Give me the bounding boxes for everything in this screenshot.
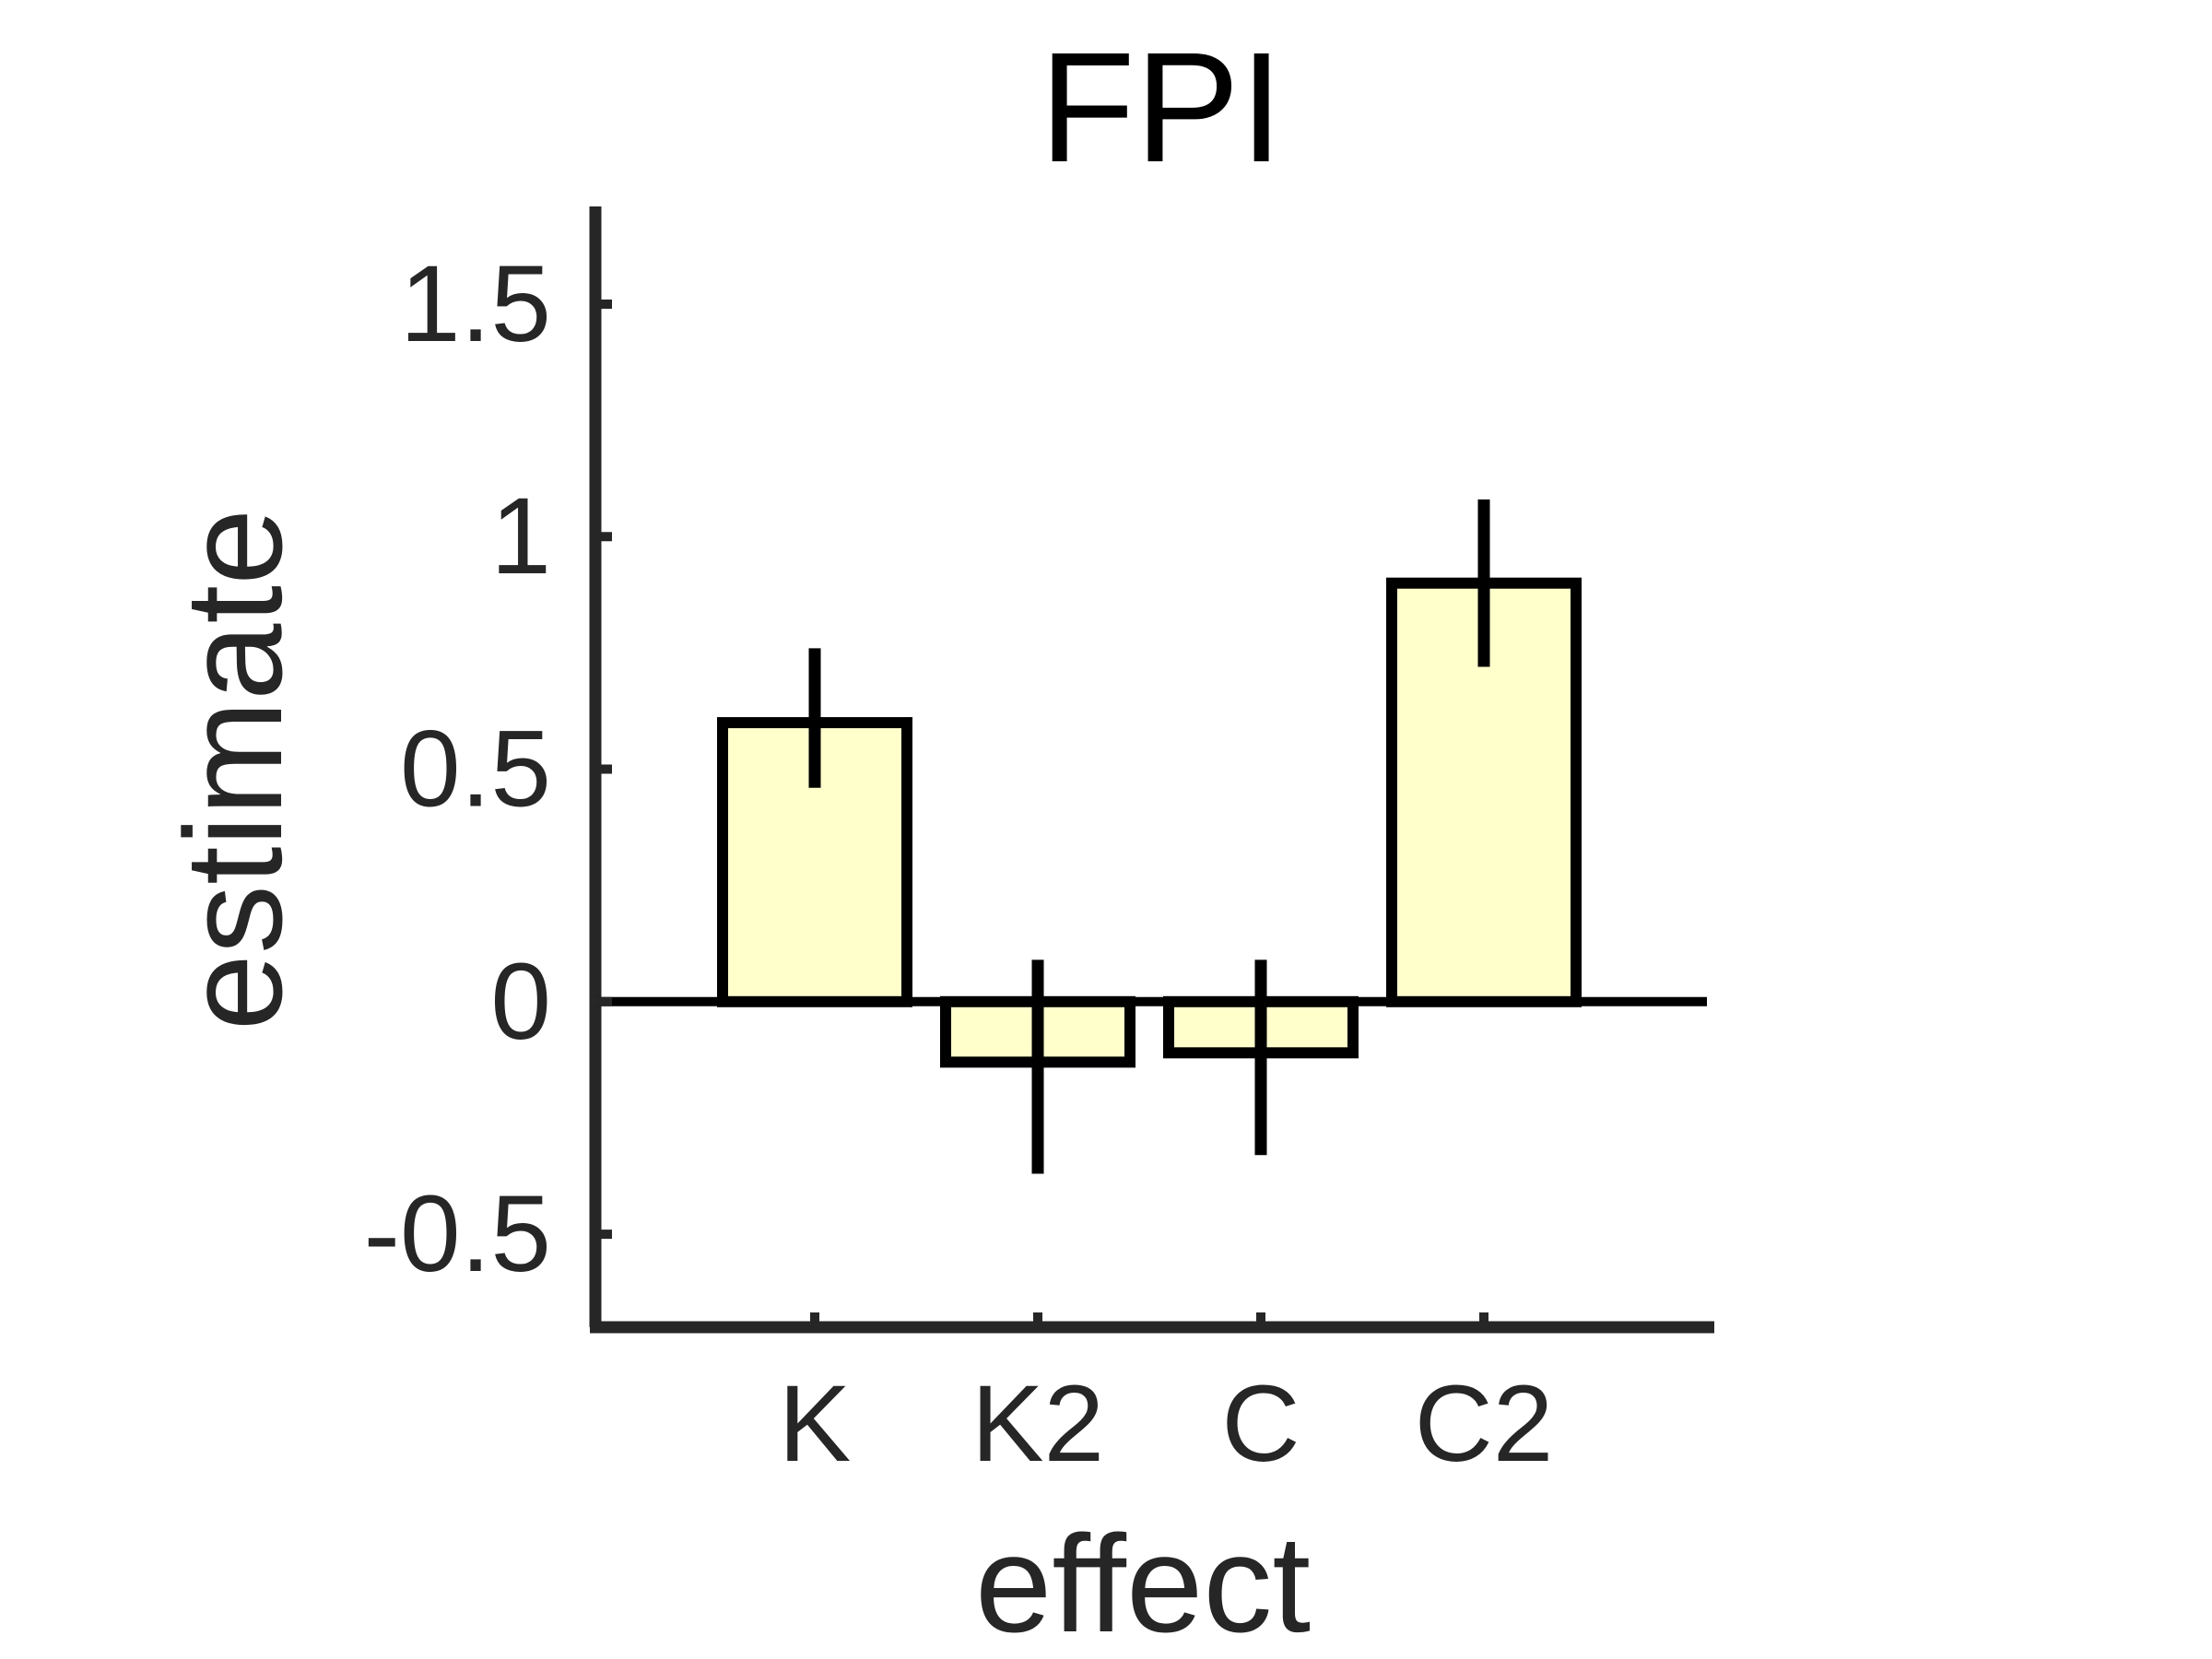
error-bars: [808, 499, 1490, 1174]
y-axis-label: estimate: [156, 509, 311, 1031]
chart-title: FPI: [1040, 20, 1283, 195]
x-axis-label: effect: [975, 1506, 1311, 1659]
y-tick-label: 1.5: [400, 243, 551, 365]
x-tick-label: C2: [1415, 1363, 1554, 1485]
bar-series: [717, 577, 1582, 1068]
y-tick-label: 0.5: [400, 709, 551, 830]
x-tick-label: C: [1221, 1363, 1300, 1485]
y-tick-label: -0.5: [364, 1173, 551, 1295]
y-tick-label: 0: [490, 941, 551, 1063]
x-tick-label: K2: [971, 1363, 1104, 1485]
x-axis-ticks: K K2 C C2: [779, 1312, 1554, 1485]
bar-c2: [1386, 577, 1582, 1007]
x-tick-label: K: [779, 1363, 852, 1485]
y-axis-ticks: -0.5 0 0.5 1 1.5: [364, 243, 612, 1295]
y-tick-label: 1: [490, 476, 551, 597]
